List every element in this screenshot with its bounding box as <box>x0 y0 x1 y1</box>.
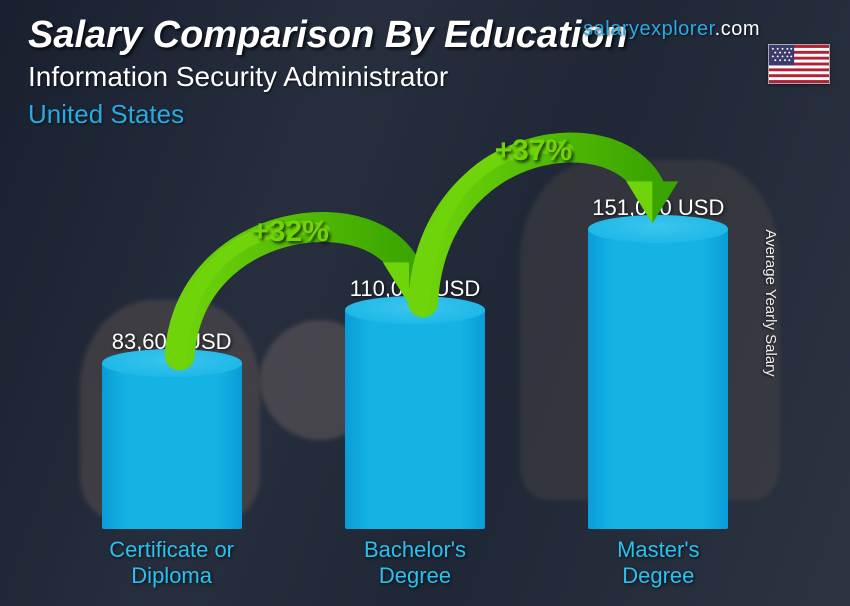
bar-item: 110,000 USD Bachelor'sDegree <box>325 276 505 588</box>
flag-icon <box>768 44 830 84</box>
job-title: Information Security Administrator <box>28 61 830 93</box>
increase-pct: +32% <box>251 215 329 249</box>
country-name: United States <box>28 99 830 130</box>
bar-label: Certificate orDiploma <box>109 537 234 588</box>
increase-pct: +37% <box>495 134 573 168</box>
bar-item: 151,000 USD Master'sDegree <box>568 195 748 588</box>
bar-item: 83,600 USD Certificate orDiploma <box>82 329 262 588</box>
bar-label: Bachelor'sDegree <box>364 537 466 588</box>
brand-label: salaryexplorer.com <box>583 18 760 41</box>
bar-chart: 83,600 USD Certificate orDiploma 110,000… <box>50 148 780 588</box>
brand-name: salaryexplorer <box>583 18 715 40</box>
bar-label: Master'sDegree <box>617 537 699 588</box>
brand-tld: .com <box>715 18 760 40</box>
